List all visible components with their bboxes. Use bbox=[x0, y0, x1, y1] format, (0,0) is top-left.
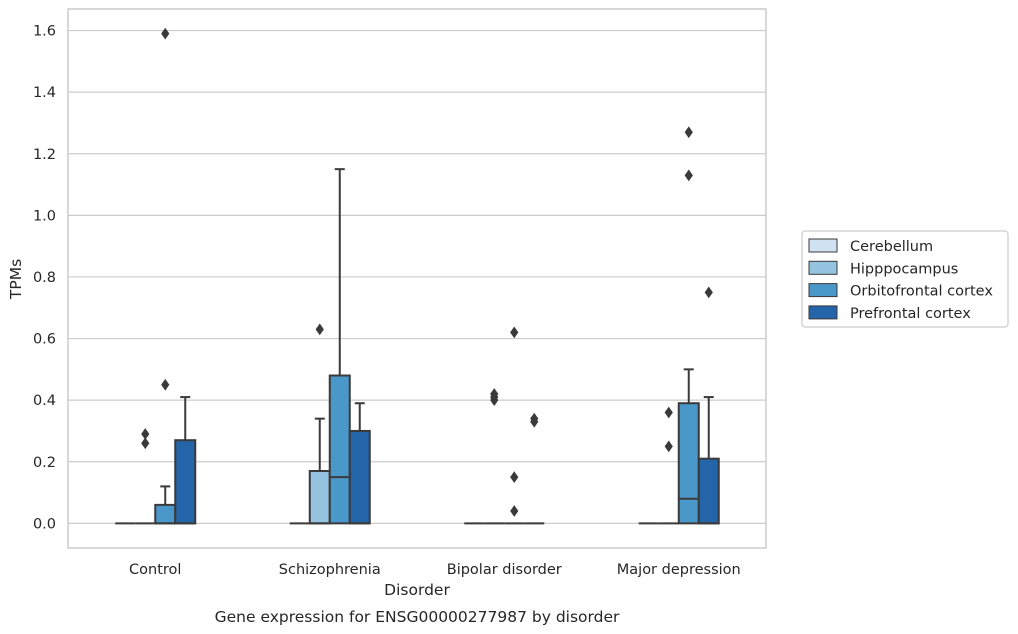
x-tick-label: Major depression bbox=[617, 562, 741, 578]
y-tick-label: 0.6 bbox=[33, 332, 56, 348]
outlier-point bbox=[684, 126, 693, 139]
box-prefrontal-cortex bbox=[174, 439, 197, 525]
plot-area-frame bbox=[67, 8, 767, 549]
box-hipppocampus bbox=[308, 470, 331, 525]
outlier-point bbox=[161, 378, 170, 391]
gridlines bbox=[68, 29, 766, 524]
y-tick-label: 0.2 bbox=[33, 455, 56, 471]
legend-swatch bbox=[808, 283, 838, 298]
axis-ticks: 0.0 0.2 0.4 0.6 0.8 1.0 1.2 1.4 1.6 Control Schizo… bbox=[33, 24, 741, 578]
x-tick-label: Control bbox=[129, 562, 181, 578]
x-tick-label: Bipolar disorder bbox=[447, 562, 562, 578]
outlier-point bbox=[704, 286, 713, 299]
outlier-point bbox=[510, 326, 519, 339]
y-axis-label: TPMs bbox=[7, 259, 25, 300]
legend-label: Prefrontal cortex bbox=[850, 306, 971, 322]
outlier-point bbox=[530, 412, 539, 425]
y-tick-label: 0.0 bbox=[33, 516, 56, 532]
outlier-point bbox=[141, 428, 150, 440]
box-groups bbox=[115, 27, 720, 525]
legend-frame bbox=[801, 230, 1009, 328]
y-tick-label: 1.6 bbox=[33, 24, 56, 40]
outlier-point bbox=[510, 471, 519, 484]
box-prefrontal-cortex bbox=[348, 429, 371, 525]
legend: Cerebellum Hipppocampus Orbitofrontal cort… bbox=[801, 230, 1009, 328]
legend-label: Hipppocampus bbox=[850, 261, 958, 277]
outlier-point bbox=[141, 437, 150, 450]
box-group bbox=[464, 326, 545, 525]
outlier-point bbox=[684, 169, 693, 182]
y-tick-label: 1.0 bbox=[33, 208, 56, 224]
legend-swatch bbox=[808, 260, 838, 275]
box-orbitofrontal-cortex bbox=[328, 374, 351, 525]
x-axis-label: Disorder bbox=[384, 581, 450, 599]
box-group bbox=[289, 168, 371, 525]
chart-caption: Gene expression for ENSG00000277987 by d… bbox=[215, 608, 620, 626]
y-tick-label: 1.2 bbox=[33, 147, 56, 163]
y-tick-label: 0.4 bbox=[33, 393, 56, 409]
outlier-point bbox=[161, 27, 170, 40]
legend-swatch bbox=[808, 305, 838, 320]
legend-label: Orbitofrontal cortex bbox=[850, 284, 993, 300]
outlier-point bbox=[490, 388, 499, 400]
outlier-point bbox=[315, 323, 324, 336]
box-prefrontal-cortex bbox=[697, 457, 720, 525]
x-tick-label: Schizophrenia bbox=[279, 562, 381, 578]
y-tick-label: 1.4 bbox=[33, 85, 56, 101]
box-group bbox=[638, 126, 720, 525]
legend-label: Cerebellum bbox=[850, 239, 933, 255]
legend-swatch bbox=[808, 238, 838, 253]
outlier-point bbox=[510, 505, 519, 517]
y-tick-label: 0.8 bbox=[33, 270, 56, 286]
box-group bbox=[115, 27, 197, 525]
outlier-point bbox=[664, 406, 673, 419]
box-orbitofrontal-cortex bbox=[154, 503, 177, 525]
outlier-point bbox=[664, 440, 673, 453]
box-orbitofrontal-cortex bbox=[677, 402, 700, 525]
